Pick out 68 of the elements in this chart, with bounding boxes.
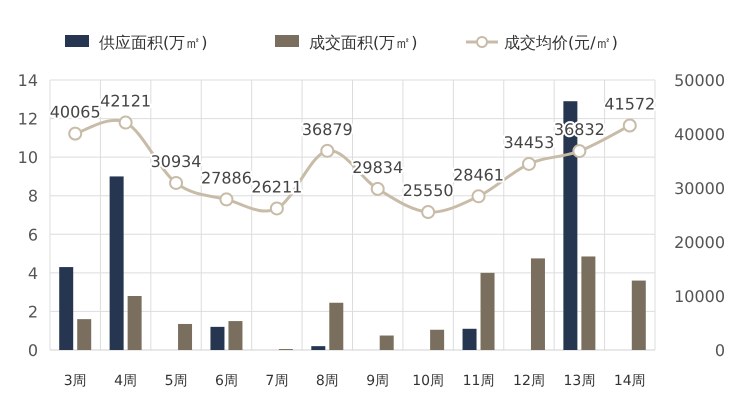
bar bbox=[632, 280, 646, 350]
x-tick-label: 7周 bbox=[265, 373, 288, 389]
legend-label: 成交均价(元/㎡) bbox=[504, 33, 618, 52]
point bbox=[622, 118, 637, 133]
bar bbox=[178, 324, 192, 350]
bar bbox=[530, 258, 545, 350]
y2-tick-label: 10000 bbox=[674, 287, 725, 306]
y2-tick-label: 30000 bbox=[674, 179, 725, 198]
x-tick-label: 13周 bbox=[563, 373, 596, 389]
y-tick-label: 0 bbox=[28, 341, 38, 360]
point bbox=[169, 176, 184, 190]
point bbox=[118, 116, 133, 130]
y2-tick-label: 50000 bbox=[674, 71, 725, 90]
y2-tick-label: 40000 bbox=[674, 125, 725, 144]
point bbox=[219, 192, 234, 206]
x-tick-label: 4周 bbox=[114, 373, 138, 389]
bar bbox=[128, 296, 142, 350]
point bbox=[421, 205, 436, 220]
legend-label: 成交面积(万㎡) bbox=[309, 33, 418, 52]
data-label: 28461 bbox=[453, 165, 504, 184]
bar bbox=[59, 267, 74, 350]
x-tick-label: 8周 bbox=[316, 373, 339, 389]
point bbox=[68, 126, 82, 141]
legend-label: 供应面积(万㎡) bbox=[99, 33, 208, 52]
bar bbox=[462, 328, 477, 350]
data-label: 26211 bbox=[251, 177, 302, 196]
data-label: 34453 bbox=[504, 132, 554, 152]
bar bbox=[210, 326, 224, 350]
data-label: 40065 bbox=[50, 102, 101, 122]
data-label: 27886 bbox=[201, 168, 252, 188]
point bbox=[522, 156, 536, 171]
x-tick-label: 6周 bbox=[214, 373, 238, 389]
x-tick-label: 14周 bbox=[614, 373, 646, 389]
y-tick-label: 2 bbox=[28, 302, 38, 322]
point bbox=[320, 144, 334, 158]
x-tick-label: 5周 bbox=[164, 373, 188, 389]
point bbox=[472, 189, 486, 204]
y-tick-label: 6 bbox=[28, 225, 38, 244]
bar bbox=[380, 336, 394, 350]
bar bbox=[77, 319, 92, 350]
bar bbox=[480, 272, 495, 350]
bar bbox=[329, 302, 344, 350]
bar bbox=[110, 176, 124, 350]
bar bbox=[581, 256, 596, 350]
data-label: 42121 bbox=[100, 92, 152, 111]
x-tick-label: 10周 bbox=[412, 373, 444, 389]
data-label: 25550 bbox=[402, 181, 454, 200]
data-label: 36879 bbox=[302, 120, 353, 139]
x-tick-label: 11周 bbox=[462, 373, 494, 389]
y-tick-label: 10 bbox=[18, 148, 38, 168]
point bbox=[370, 182, 385, 196]
bar bbox=[228, 321, 242, 350]
bar bbox=[430, 330, 444, 350]
y-tick-label: 14 bbox=[18, 71, 38, 90]
y-tick-label: 8 bbox=[28, 186, 38, 206]
point bbox=[572, 144, 586, 158]
data-label: 41572 bbox=[604, 94, 656, 114]
x-tick-label: 12周 bbox=[513, 373, 545, 389]
point bbox=[270, 201, 284, 216]
x-tick-label: 9周 bbox=[366, 373, 390, 389]
y2-tick-label: 20000 bbox=[674, 233, 725, 252]
data-label: 29834 bbox=[352, 158, 404, 177]
y2-tick-label: 0 bbox=[714, 341, 725, 360]
y-tick-label: 12 bbox=[18, 110, 38, 129]
x-tick-label: 3周 bbox=[64, 373, 87, 389]
data-label: 30934 bbox=[150, 152, 202, 171]
y-tick-label: 4 bbox=[28, 264, 38, 283]
bar bbox=[311, 346, 326, 350]
